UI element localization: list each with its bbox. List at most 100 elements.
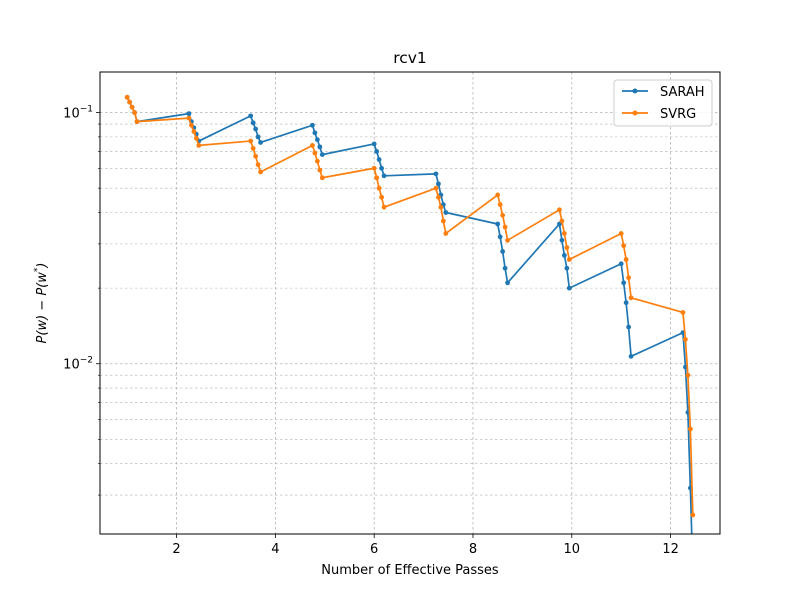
- data-point-svrg: [626, 275, 632, 281]
- data-point-svrg: [561, 231, 567, 236]
- data-point-sarah: [505, 280, 510, 286]
- data-point-svrg: [258, 169, 263, 175]
- data-point-sarah: [381, 173, 387, 179]
- y-axis-label: P(w) − P(w*): [33, 263, 50, 344]
- data-point-svrg: [196, 142, 202, 148]
- x-tick-label: 12: [662, 542, 679, 557]
- data-point-svrg: [621, 243, 627, 249]
- data-point-svrg: [433, 185, 439, 191]
- data-point-svrg: [381, 204, 387, 210]
- data-point-svrg: [618, 231, 624, 236]
- x-tick-label: 10: [564, 542, 581, 557]
- data-point-sarah: [495, 221, 501, 227]
- data-point-sarah: [433, 171, 439, 177]
- data-point-svrg: [374, 175, 380, 181]
- data-point-svrg: [314, 158, 320, 164]
- data-point-sarah: [258, 140, 263, 145]
- plot-frame: [99, 71, 721, 535]
- data-point-svrg: [438, 204, 444, 210]
- data-point-svrg: [319, 175, 325, 181]
- legend-label-sarah: SARAH: [660, 85, 705, 100]
- data-point-sarah: [186, 111, 192, 117]
- series-layer: [124, 94, 696, 534]
- y-axis-label-main: P(w) − P(w: [35, 272, 50, 344]
- legend-marker-sarah: [632, 88, 638, 94]
- data-point-svrg: [310, 142, 315, 148]
- data-point-sarah: [561, 252, 567, 258]
- data-point-svrg: [186, 115, 192, 121]
- data-point-svrg: [248, 138, 254, 144]
- data-point-svrg: [253, 153, 259, 159]
- data-point-svrg: [500, 212, 506, 218]
- data-point-svrg: [379, 194, 384, 200]
- data-point-svrg: [690, 512, 696, 518]
- x-tick-label: 2: [172, 542, 180, 557]
- data-point-svrg: [124, 94, 130, 100]
- data-point-svrg: [559, 218, 565, 224]
- data-point-sarah: [623, 300, 629, 306]
- data-point-sarah: [500, 249, 506, 254]
- data-point-sarah: [319, 152, 325, 158]
- x-tick-label: 8: [469, 542, 477, 557]
- x-axis-label: Number of Effective Passes: [321, 563, 499, 578]
- legend-marker-svrg: [632, 110, 638, 116]
- data-point-svrg: [687, 426, 693, 432]
- data-point-svrg: [129, 104, 135, 110]
- data-point-svrg: [317, 167, 323, 173]
- y-axis-label-star: *: [33, 267, 43, 272]
- data-point-svrg: [193, 135, 199, 141]
- data-point-svrg: [505, 237, 510, 243]
- legend-label-svrg: SVRG: [660, 107, 696, 122]
- y-tick-label: 10−1: [63, 105, 93, 122]
- data-point-sarah: [253, 126, 259, 132]
- data-point-sarah: [618, 261, 624, 267]
- data-point-svrg: [502, 224, 508, 230]
- data-point-sarah: [250, 120, 256, 126]
- data-point-svrg: [557, 207, 562, 213]
- data-point-svrg: [497, 202, 503, 208]
- data-point-sarah: [374, 149, 380, 154]
- data-point-sarah: [317, 144, 323, 150]
- x-tick-label: 6: [370, 542, 378, 557]
- data-point-sarah: [379, 165, 384, 171]
- data-point-svrg: [683, 336, 688, 342]
- data-point-svrg: [685, 372, 691, 378]
- data-point-sarah: [248, 113, 254, 119]
- data-point-svrg: [255, 162, 261, 168]
- data-point-svrg: [191, 129, 197, 134]
- y-tick-label: 10−2: [63, 356, 93, 373]
- data-point-svrg: [312, 150, 318, 156]
- y-axis-label-close: ): [35, 263, 50, 269]
- data-point-svrg: [436, 194, 441, 200]
- data-point-svrg: [127, 99, 133, 105]
- data-point-sarah: [628, 353, 634, 359]
- data-point-sarah: [566, 285, 572, 291]
- data-point-sarah: [626, 324, 632, 330]
- data-point-sarah: [314, 137, 320, 143]
- data-point-sarah: [371, 141, 377, 147]
- data-point-sarah: [310, 122, 315, 128]
- data-point-svrg: [440, 218, 446, 224]
- data-point-sarah: [559, 237, 565, 243]
- data-point-svrg: [134, 119, 140, 125]
- data-point-sarah: [443, 210, 449, 215]
- data-point-svrg: [443, 231, 449, 236]
- data-point-svrg: [623, 257, 629, 262]
- data-point-svrg: [371, 165, 377, 171]
- chart-title: rcv1: [393, 49, 427, 67]
- data-point-svrg: [495, 192, 501, 198]
- data-point-svrg: [376, 185, 382, 191]
- axis-ticks: 2 4 6 8 10 12 10−2 10−1: [63, 105, 679, 557]
- data-point-svrg: [566, 257, 572, 262]
- data-point-sarah: [497, 234, 503, 240]
- data-point-svrg: [628, 295, 634, 301]
- data-point-sarah: [621, 280, 627, 286]
- data-point-sarah: [312, 130, 318, 136]
- data-point-svrg: [564, 245, 570, 250]
- data-point-sarah: [255, 134, 261, 140]
- legend: SARAH SVRG: [613, 79, 713, 127]
- data-point-sarah: [376, 157, 382, 162]
- data-point-svrg: [250, 145, 256, 151]
